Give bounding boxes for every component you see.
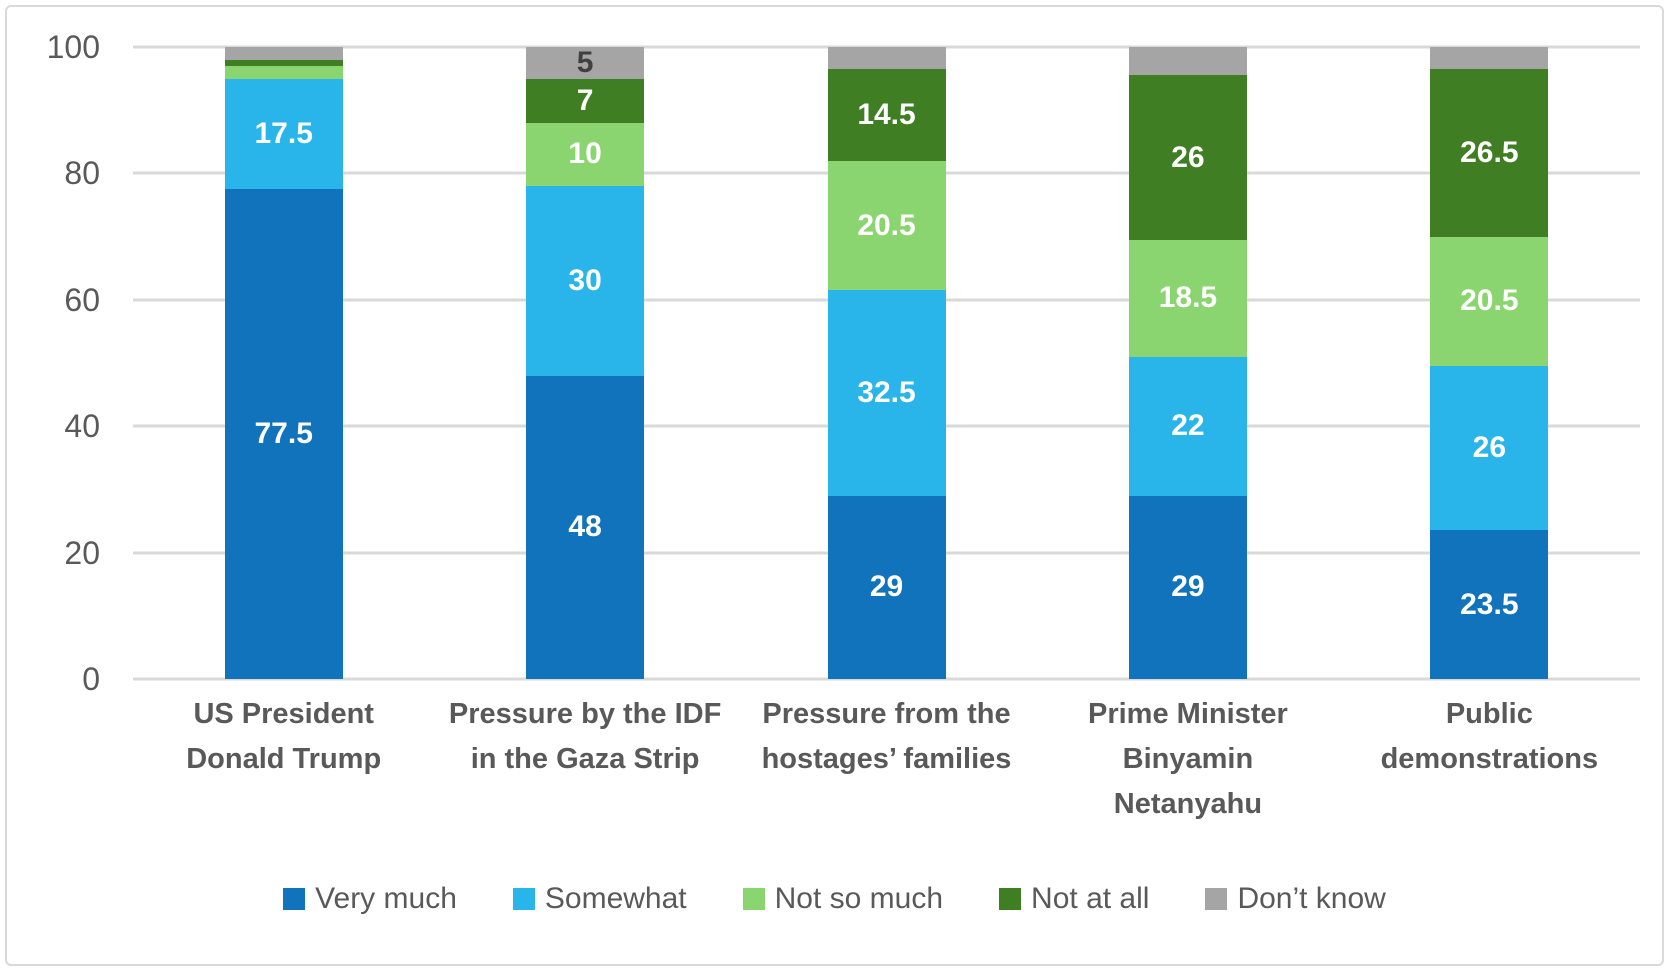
segment-value-label: 30 [568, 263, 602, 297]
legend-item-very-much: Very much [283, 884, 457, 914]
bar-segment-somewhat: 22 [1128, 356, 1247, 496]
segment-value-label: 26.5 [1460, 135, 1519, 169]
bar-segment-very-much: 48 [526, 375, 645, 679]
gridline-0 [133, 677, 1640, 681]
segment-value-label: 29 [869, 570, 904, 604]
bar-segment-not-at-all: 7 [526, 78, 645, 123]
y-tick-label: 100 [46, 29, 100, 65]
bar-segment-very-much: 77.5 [224, 189, 343, 679]
bar-slot-us-president-donald-trump: 77.5 17.5 [133, 47, 434, 679]
category-label-public-demonstrations: Public demonstrations [1380, 698, 1599, 775]
legend-label: Not at all [1031, 882, 1150, 915]
segment-value-label: 48 [568, 510, 602, 544]
bar-segment-not-at-all [224, 59, 343, 66]
bar-segment-somewhat: 26 [1430, 366, 1549, 531]
bar-segment-not-at-all: 26 [1128, 75, 1247, 240]
legend-label: Not so much [774, 882, 944, 915]
bar-segment-not-at-all: 26.5 [1430, 69, 1549, 237]
plot-area: 77.5 17.5 48 30 10 7 5 29 32.5 20.5 14.5 29 22 18.5 26… [133, 45, 1640, 681]
bar-us-president-donald-trump: 77.5 17.5 [224, 47, 343, 679]
bar-segment-somewhat: 30 [526, 186, 645, 376]
bar-slot-public-demonstrations: 23.5 26 20.5 26.5 [1339, 47, 1640, 679]
segment-value-label: 17.5 [254, 116, 313, 150]
category-axis: US President Donald Trump Pressure by the… [133, 692, 1640, 827]
segment-value-label: 22 [1171, 409, 1205, 443]
segment-value-label: 20.5 [857, 208, 916, 242]
bar-slot-pressure-by-the-idf-in-the-gaza-strip: 48 30 10 7 5 [434, 47, 735, 679]
bar-slot-pressure-from-the-hostages-families: 29 32.5 20.5 14.5 [736, 47, 1037, 679]
category-label-pressure-by-the-idf-in-the-gaza-strip: Pressure by the IDF in the Gaza Strip [448, 698, 722, 775]
legend-item-not-at-all: Not at all [999, 884, 1149, 914]
legend-swatch-icon [1205, 888, 1228, 910]
legend-label: Don’t know [1237, 882, 1386, 915]
legend-label: Very much [315, 882, 457, 915]
segment-value-label: 32.5 [857, 376, 916, 410]
bar-pressure-by-the-idf-in-the-gaza-strip: 48 30 10 7 5 [526, 45, 645, 679]
legend-label: Somewhat [544, 882, 687, 915]
legend-item-somewhat: Somewhat [512, 882, 687, 915]
bar-slot-prime-minister-binyamin-netanyahu: 29 22 18.5 26 [1037, 47, 1338, 679]
bar-segment-dont-know [1430, 47, 1549, 70]
segment-value-label: 18.5 [1158, 281, 1218, 315]
legend-swatch-icon [283, 888, 306, 910]
y-tick-label: 60 [64, 281, 100, 318]
legend-swatch-icon [512, 888, 535, 910]
bar-segment-somewhat: 17.5 [224, 78, 343, 190]
bar-segment-dont-know: 5 [526, 45, 645, 79]
y-tick-label: 40 [64, 408, 100, 445]
segment-value-label: 29 [1171, 570, 1205, 604]
category-label-prime-minister-binyamin-netanyahu: Prime Minister Binyamin Netanyahu [1088, 698, 1288, 820]
bar-segment-not-so-much: 20.5 [1430, 236, 1549, 367]
bar-segment-not-so-much [224, 65, 343, 79]
gridline-100 [133, 45, 1640, 49]
bar-prime-minister-binyamin-netanyahu: 29 22 18.5 26 [1128, 47, 1247, 679]
legend-item-not-so-much: Not so much [742, 882, 944, 915]
segment-value-label: 23.5 [1460, 587, 1519, 621]
bar-segment-not-so-much: 10 [526, 122, 645, 187]
bars-row: 77.5 17.5 48 30 10 7 5 29 32.5 20.5 14.5 29 22 18.5 26… [133, 47, 1640, 679]
bar-segment-not-so-much: 20.5 [827, 160, 946, 291]
bar-segment-not-so-much: 18.5 [1128, 239, 1247, 357]
y-tick-label: 20 [64, 534, 100, 571]
y-tick-label: 80 [64, 155, 100, 192]
segment-value-label: 7 [576, 83, 594, 117]
bar-segment-very-much: 29 [1128, 495, 1247, 679]
bar-segment-very-much: 29 [827, 495, 946, 679]
segment-value-label: 26 [1472, 431, 1507, 465]
y-tick-label: 0 [82, 661, 100, 697]
segment-value-label: 10 [568, 137, 602, 171]
category-label-pressure-from-the-hostages-families: Pressure from the hostages’ families [761, 698, 1012, 775]
legend: Very much Somewhat Not so much Not at all Do… [0, 884, 1669, 914]
segment-value-label: 26 [1171, 140, 1205, 174]
bar-segment-very-much: 23.5 [1430, 530, 1549, 679]
bar-segment-dont-know [224, 47, 343, 60]
bar-segment-not-at-all: 14.5 [827, 69, 946, 161]
bar-segment-somewhat: 32.5 [827, 290, 946, 496]
bar-pressure-from-the-hostages-families: 29 32.5 20.5 14.5 [827, 47, 946, 679]
legend-swatch-icon [742, 888, 765, 910]
legend-item-dont-know: Don’t know [1205, 882, 1386, 915]
bar-public-demonstrations: 23.5 26 20.5 26.5 [1430, 47, 1549, 679]
category-label-us-president-donald-trump: US President Donald Trump [186, 698, 382, 775]
segment-value-label: 14.5 [857, 97, 916, 131]
segment-value-label: 77.5 [254, 417, 313, 451]
bar-segment-dont-know [1128, 47, 1247, 76]
segment-value-label: 20.5 [1460, 284, 1519, 318]
segment-value-label: 5 [576, 45, 594, 79]
legend-swatch-icon [999, 888, 1022, 910]
y-axis: 0 20 40 60 80 100 [0, 31, 100, 695]
bar-segment-dont-know [827, 47, 946, 70]
